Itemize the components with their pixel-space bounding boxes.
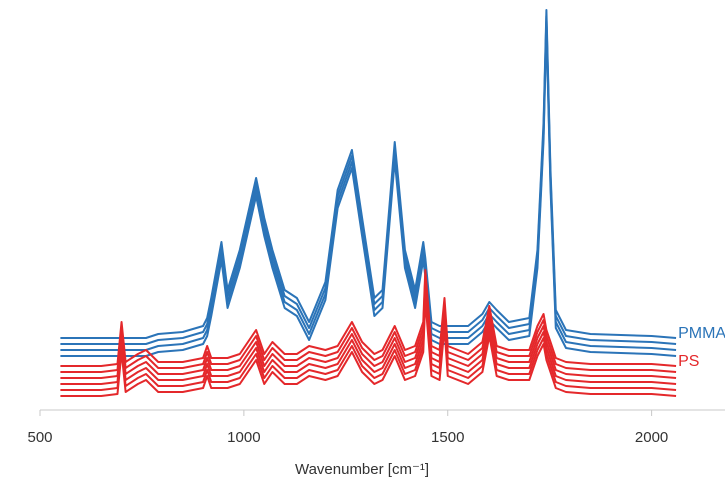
spectrum-line bbox=[60, 15, 677, 345]
x-axis-label: Wavenumber [cm⁻¹] bbox=[295, 461, 429, 478]
x-tick-label: 1000 bbox=[227, 429, 260, 446]
x-tick-label: 1500 bbox=[431, 429, 464, 446]
spectrum-line bbox=[60, 299, 677, 397]
spectrum-line bbox=[60, 21, 677, 351]
x-tick-label: 500 bbox=[27, 429, 52, 446]
spectrum-line bbox=[60, 281, 677, 379]
spectrum-line bbox=[60, 27, 677, 357]
x-tick-label: 2000 bbox=[635, 429, 668, 446]
spectrum-line bbox=[60, 293, 677, 391]
spectrum-line bbox=[60, 275, 677, 373]
spectrum-line bbox=[60, 287, 677, 385]
spectrum-line bbox=[60, 9, 677, 339]
spectrum-line bbox=[60, 269, 677, 367]
series-label: PS bbox=[678, 353, 699, 370]
series-label: PMMA bbox=[678, 325, 725, 342]
